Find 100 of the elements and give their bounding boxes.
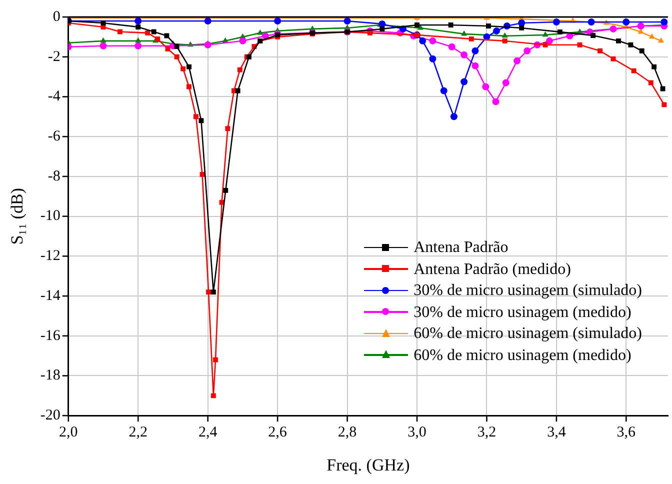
- legend-label: 60% de micro usinagem (simulado): [414, 324, 642, 344]
- point: [482, 83, 490, 90]
- point: [658, 37, 664, 43]
- legend-label: 30% de micro usinagem (simulado): [414, 281, 642, 301]
- x-tick-label: 2,6: [268, 424, 288, 441]
- point: [200, 172, 205, 177]
- y-tick-label: -20: [40, 408, 60, 424]
- point: [460, 51, 468, 58]
- point: [204, 17, 212, 24]
- y-tick-label: 0: [52, 8, 60, 25]
- point: [648, 33, 655, 39]
- x-tick-label: 2,4: [198, 424, 218, 441]
- point: [590, 33, 596, 38]
- point: [542, 31, 548, 37]
- point: [450, 113, 458, 120]
- y-tick-label: -14: [40, 288, 61, 304]
- point: [429, 37, 436, 44]
- x-tick-label: 3,6: [616, 424, 636, 441]
- legend-label: 60% de micro usinagem (medido): [414, 346, 632, 366]
- point: [246, 54, 252, 60]
- point: [460, 78, 468, 86]
- legend-label: Antena Padrão: [414, 238, 508, 258]
- point: [186, 84, 192, 90]
- point: [502, 38, 508, 44]
- point: [492, 27, 500, 34]
- point: [134, 17, 142, 24]
- y-tick-label: -6: [48, 128, 61, 145]
- y-tick-label: -8: [48, 168, 60, 184]
- x-tick-label: 2,2: [128, 424, 148, 441]
- point: [165, 46, 170, 52]
- point: [616, 38, 621, 44]
- point: [380, 26, 385, 32]
- point: [100, 20, 106, 26]
- point: [546, 37, 553, 44]
- point: [472, 47, 479, 54]
- y-tick-label: -2: [48, 48, 60, 65]
- point: [419, 37, 426, 44]
- point: [100, 37, 106, 43]
- point: [448, 22, 454, 28]
- point: [134, 42, 142, 50]
- point: [186, 64, 192, 70]
- point: [639, 48, 644, 54]
- point: [468, 36, 474, 42]
- point: [502, 79, 510, 86]
- point: [492, 98, 500, 106]
- point: [557, 29, 562, 34]
- point: [577, 42, 582, 48]
- point: [440, 87, 448, 94]
- point: [610, 56, 616, 62]
- point: [257, 29, 264, 35]
- point: [151, 29, 156, 34]
- point: [429, 55, 436, 62]
- point: [223, 188, 228, 193]
- point: [136, 24, 141, 30]
- point: [414, 22, 420, 28]
- legend-label: 30% de micro usinagem (medido): [414, 302, 632, 322]
- point: [145, 30, 150, 36]
- point: [118, 29, 122, 34]
- y-tick-label: -18: [40, 368, 60, 384]
- point: [461, 30, 468, 36]
- point: [598, 48, 602, 54]
- point: [367, 30, 372, 36]
- point: [514, 57, 521, 64]
- point: [155, 36, 160, 42]
- point: [198, 118, 204, 124]
- point: [213, 357, 218, 362]
- point: [237, 67, 242, 72]
- point: [135, 37, 142, 43]
- point: [628, 42, 634, 48]
- point: [344, 17, 351, 24]
- point: [210, 393, 216, 398]
- point: [180, 66, 186, 72]
- point: [448, 43, 456, 50]
- point: [274, 17, 282, 24]
- point: [472, 62, 479, 70]
- point: [239, 37, 246, 44]
- point: [174, 54, 180, 60]
- y-axis-title: S₁₁ (dB): [8, 188, 27, 245]
- y-tick-label: -10: [40, 208, 60, 224]
- point: [524, 47, 531, 54]
- point: [622, 18, 630, 26]
- point: [164, 33, 170, 38]
- point: [588, 18, 595, 26]
- point: [662, 102, 667, 108]
- x-tick-label: 2,8: [338, 424, 357, 441]
- x-tick-label: 3,2: [477, 424, 496, 441]
- y-tick-label: -12: [40, 248, 60, 264]
- point: [225, 126, 230, 132]
- x-axis-title: Freq. (GHz): [326, 455, 410, 474]
- point: [502, 32, 508, 38]
- point: [100, 42, 107, 50]
- point: [194, 114, 198, 120]
- point: [378, 20, 386, 28]
- point: [552, 18, 560, 26]
- point: [235, 88, 240, 94]
- point: [652, 64, 657, 70]
- point: [206, 290, 212, 295]
- point: [542, 42, 548, 48]
- point: [631, 68, 636, 74]
- x-tick-label: 2,0: [59, 424, 78, 441]
